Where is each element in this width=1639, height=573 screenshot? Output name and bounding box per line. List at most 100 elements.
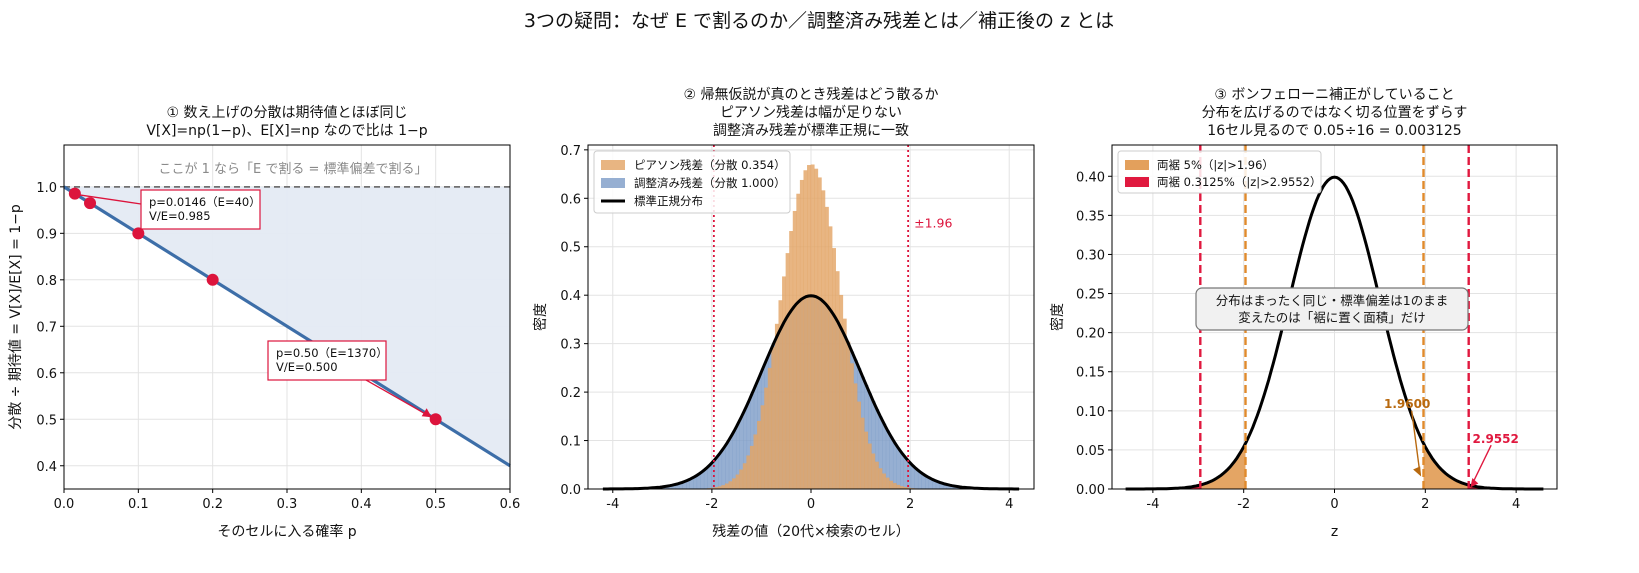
y-tick-label: 0.1 xyxy=(560,435,581,450)
histogram-bar-pearson xyxy=(710,487,715,489)
histogram-bar-adjusted xyxy=(921,474,926,489)
histogram-bar-adjusted xyxy=(668,485,673,489)
data-point xyxy=(84,197,97,210)
legend-label: 両裾 5%（|z|>1.96） xyxy=(1157,158,1274,172)
histogram-bar-adjusted xyxy=(739,417,744,489)
y-tick-label: 0.10 xyxy=(1076,405,1105,420)
histogram-bar-adjusted xyxy=(925,476,930,489)
legend-box xyxy=(1117,150,1322,194)
histogram-bar-pearson xyxy=(778,300,783,489)
histogram-bar-adjusted xyxy=(889,436,894,489)
x-tick-label: 0.3 xyxy=(277,497,298,512)
histogram-bar-adjusted xyxy=(867,393,872,489)
vline-label: ±1.96 xyxy=(914,216,952,231)
y-tick-label: 0.20 xyxy=(1076,327,1105,342)
tail-area-5pct-left xyxy=(1125,443,1246,489)
histogram-bar-adjusted xyxy=(917,471,922,489)
histogram-bar-adjusted xyxy=(871,401,876,489)
histogram-bar-pearson xyxy=(832,248,836,489)
y-tick-label: 0.9 xyxy=(36,227,57,242)
x-tick-label: 2 xyxy=(1421,497,1429,512)
figure-suptitle: 3つの疑問：なぜ E で割るのか／調整済み残差とは／補正後の z とは xyxy=(524,10,1114,32)
chart-title-line: 調整済み残差が標準正規に一致 xyxy=(713,123,909,139)
y-tick-label: 0.3 xyxy=(560,338,581,353)
data-point xyxy=(429,413,442,426)
histogram-bar-pearson xyxy=(821,190,826,489)
center-text-box xyxy=(1195,287,1469,331)
histogram-bar-pearson xyxy=(771,346,776,489)
histogram-bar-adjusted xyxy=(903,457,908,489)
panel-variance-ratio: ここが 1 なら「E で割る = 標準偏差で割る」p=0.0146（E=40）V… xyxy=(8,105,520,540)
x-tick-label: 2 xyxy=(906,497,914,512)
histogram-bar-pearson xyxy=(810,164,815,490)
tail-area-5pct-right xyxy=(1423,443,1544,489)
y-axis-label: 密度 xyxy=(532,303,549,331)
y-tick-label: 0.15 xyxy=(1076,366,1105,381)
y-tick-label: 0.6 xyxy=(560,192,581,207)
data-point xyxy=(206,273,219,286)
histogram-bar-adjusted xyxy=(728,437,733,489)
y-tick-label: 0.4 xyxy=(560,289,581,304)
y-tick-label: 0.30 xyxy=(1076,248,1105,263)
histogram-bar-adjusted xyxy=(696,474,701,489)
x-tick-label: 0.6 xyxy=(500,497,521,512)
legend-swatch xyxy=(1125,177,1149,187)
legend-label: ピアソン残差（分散 0.354） xyxy=(634,158,786,172)
y-tick-label: 0.05 xyxy=(1076,444,1105,459)
y-tick-label: 0.2 xyxy=(560,386,581,401)
x-tick-label: 4 xyxy=(1005,497,1013,512)
histogram-bar-pearson xyxy=(728,481,733,489)
histogram-bar-adjusted xyxy=(878,416,883,489)
histogram-bar-pearson xyxy=(878,468,883,489)
histogram-bar-adjusted xyxy=(939,482,944,489)
histogram-bar-pearson xyxy=(757,420,762,489)
x-tick-label: 4 xyxy=(1512,497,1520,512)
histogram-bar-adjusted xyxy=(700,471,705,489)
histogram-bar-pearson xyxy=(864,431,869,489)
annotation-text: V/E=0.985 xyxy=(149,209,211,223)
histogram-bar-adjusted xyxy=(882,423,887,489)
histogram-bar-pearson xyxy=(724,483,729,489)
legend-swatch xyxy=(601,160,625,170)
legend-label: 調整済み残差（分散 1.000） xyxy=(634,176,786,190)
histogram-bar-adjusted xyxy=(721,448,726,489)
histogram-bar-pearson xyxy=(792,210,797,489)
histogram-bar-adjusted xyxy=(678,482,683,489)
x-tick-label: 0 xyxy=(807,497,815,512)
histogram-bar-pearson xyxy=(871,453,876,489)
arrow-head xyxy=(421,408,432,418)
histogram-bar-adjusted xyxy=(675,483,680,489)
label-1960: 1.9600 xyxy=(1384,397,1430,411)
histogram-bar-pearson xyxy=(742,463,747,489)
histogram-bar-adjusted xyxy=(718,453,723,489)
y-tick-label: 0.4 xyxy=(36,460,57,475)
histogram-bar-adjusted xyxy=(907,461,912,489)
histogram-bar-adjusted xyxy=(682,481,687,489)
histogram-bar-pearson xyxy=(714,487,719,489)
histogram-bar-adjusted xyxy=(732,430,737,489)
histogram-bar-adjusted xyxy=(693,476,698,489)
histogram-bar-pearson xyxy=(721,485,726,489)
legend-swatch xyxy=(1125,160,1149,170)
histogram-bar-pearson xyxy=(881,473,886,489)
histogram-bar-pearson xyxy=(903,487,908,489)
x-tick-label: 0.0 xyxy=(54,497,75,512)
x-tick-label: 0.1 xyxy=(128,497,149,512)
y-axis-label: 密度 xyxy=(1049,303,1066,331)
histogram-bar-pearson xyxy=(853,383,858,489)
chart-title-line: 分布を広げるのではなく切る位置をずらす xyxy=(1202,105,1468,121)
chart-title-line: ピアソン残差は幅が足りない xyxy=(720,105,902,121)
data-point xyxy=(132,227,145,240)
annotation-text: p=0.0146（E=40） xyxy=(149,195,261,209)
histogram-bar-pearson xyxy=(767,367,772,489)
y-tick-label: 0.5 xyxy=(36,413,57,428)
histogram-bar-pearson xyxy=(732,478,737,489)
x-tick-label: -4 xyxy=(1146,497,1159,512)
histogram-bar-pearson xyxy=(899,486,904,489)
histogram-bar-pearson xyxy=(814,168,819,489)
arrow-head xyxy=(1470,478,1479,488)
y-tick-label: 0.6 xyxy=(36,367,57,382)
histogram-bar-adjusted xyxy=(686,480,690,489)
histogram-bar-pearson xyxy=(807,165,812,490)
